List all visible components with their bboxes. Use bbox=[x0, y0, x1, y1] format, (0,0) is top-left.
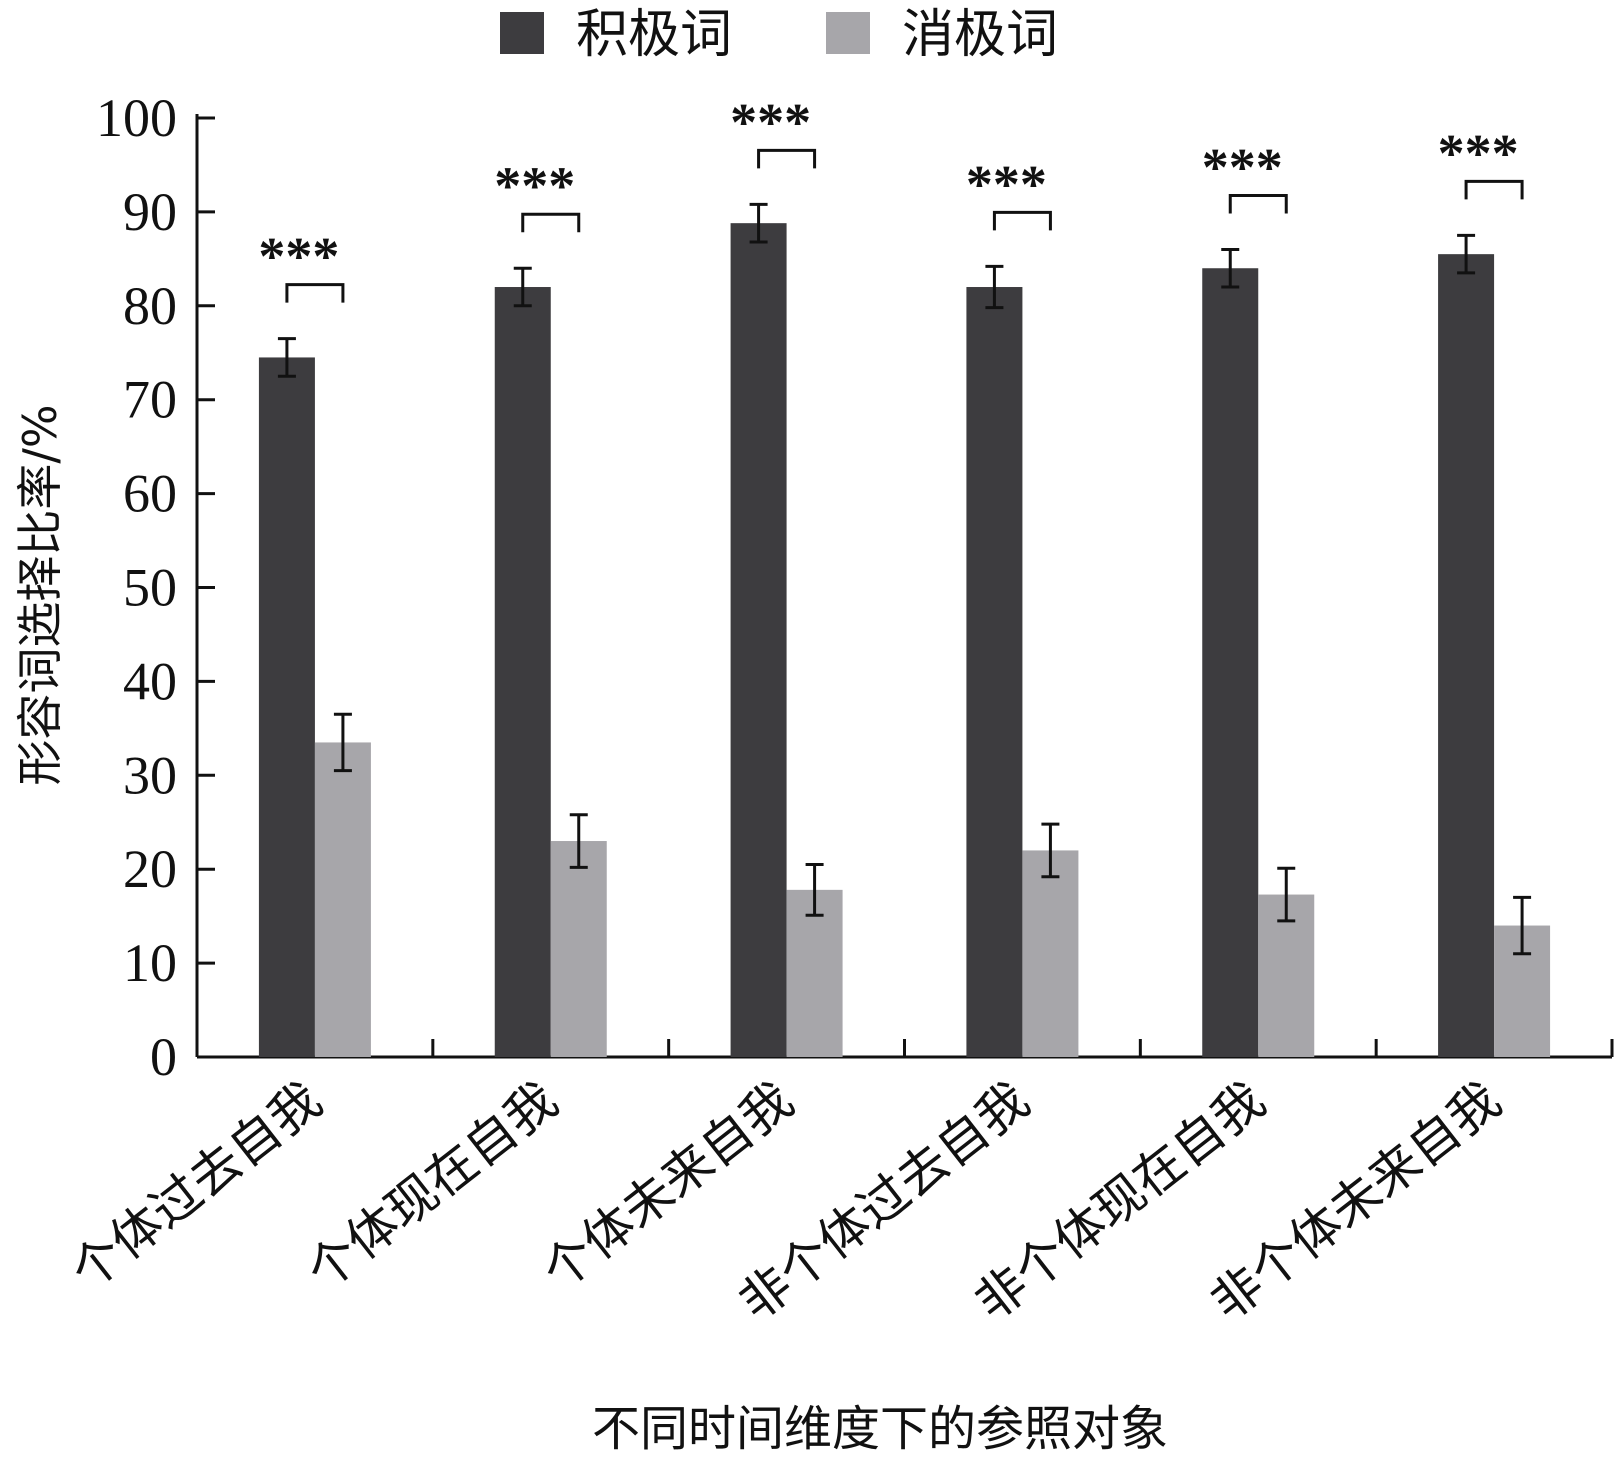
y-tick-label: 10 bbox=[123, 933, 177, 993]
significance-label: *** bbox=[258, 227, 339, 287]
y-tick-label: 40 bbox=[123, 651, 177, 711]
y-tick-label: 0 bbox=[150, 1027, 177, 1087]
y-tick-label: 100 bbox=[96, 88, 177, 148]
legend-swatch-positive bbox=[500, 12, 544, 54]
significance-bracket bbox=[992, 210, 1052, 231]
bar-negative bbox=[314, 742, 371, 1057]
significance-label: *** bbox=[1438, 123, 1519, 183]
y-axis-title: 形容词选择比率/% bbox=[13, 404, 67, 785]
significance-bracket bbox=[521, 212, 581, 233]
legend-swatch-negative bbox=[826, 12, 870, 54]
significance-bracket bbox=[285, 283, 345, 303]
bars bbox=[258, 223, 1551, 1058]
y-tick-label: 30 bbox=[123, 745, 177, 805]
bar-positive bbox=[258, 357, 315, 1057]
y-tick-label: 60 bbox=[123, 464, 177, 524]
legend: 积极词 消极词 bbox=[500, 5, 1058, 65]
bar-positive bbox=[966, 287, 1023, 1057]
significance-markers: *** *** *** *** *** *** bbox=[258, 92, 1524, 303]
significance-label: *** bbox=[966, 154, 1047, 214]
y-tick-label: 90 bbox=[123, 182, 177, 242]
bar-positive bbox=[730, 223, 787, 1058]
y-tick-label: 70 bbox=[123, 370, 177, 430]
bar-positive bbox=[494, 287, 551, 1057]
significance-bracket bbox=[757, 148, 817, 169]
y-axis: 0 10 20 30 40 50 60 70 80 90 100 bbox=[96, 88, 215, 1087]
x-axis-title: 不同时间维度下的参照对象 bbox=[592, 1401, 1168, 1457]
error-bars bbox=[277, 202, 1532, 956]
legend-label-negative: 消极词 bbox=[902, 5, 1058, 65]
y-tick-label: 20 bbox=[123, 839, 177, 899]
bar-negative bbox=[550, 841, 607, 1057]
significance-bracket bbox=[1228, 193, 1288, 214]
x-tick-label: 个体现在自我 bbox=[296, 1071, 568, 1301]
bar-negative bbox=[1022, 850, 1079, 1057]
significance-label: *** bbox=[730, 92, 811, 152]
bar-negative bbox=[786, 889, 843, 1057]
x-tick-label: 个体过去自我 bbox=[60, 1071, 332, 1301]
y-tick-label: 50 bbox=[123, 558, 177, 618]
legend-label-positive: 积极词 bbox=[576, 5, 732, 65]
significance-bracket bbox=[1464, 179, 1524, 200]
significance-label: *** bbox=[1202, 137, 1283, 197]
significance-label: *** bbox=[494, 156, 575, 216]
bar-positive bbox=[1438, 254, 1495, 1057]
y-tick-label: 80 bbox=[123, 276, 177, 336]
bar-positive bbox=[1202, 268, 1259, 1057]
